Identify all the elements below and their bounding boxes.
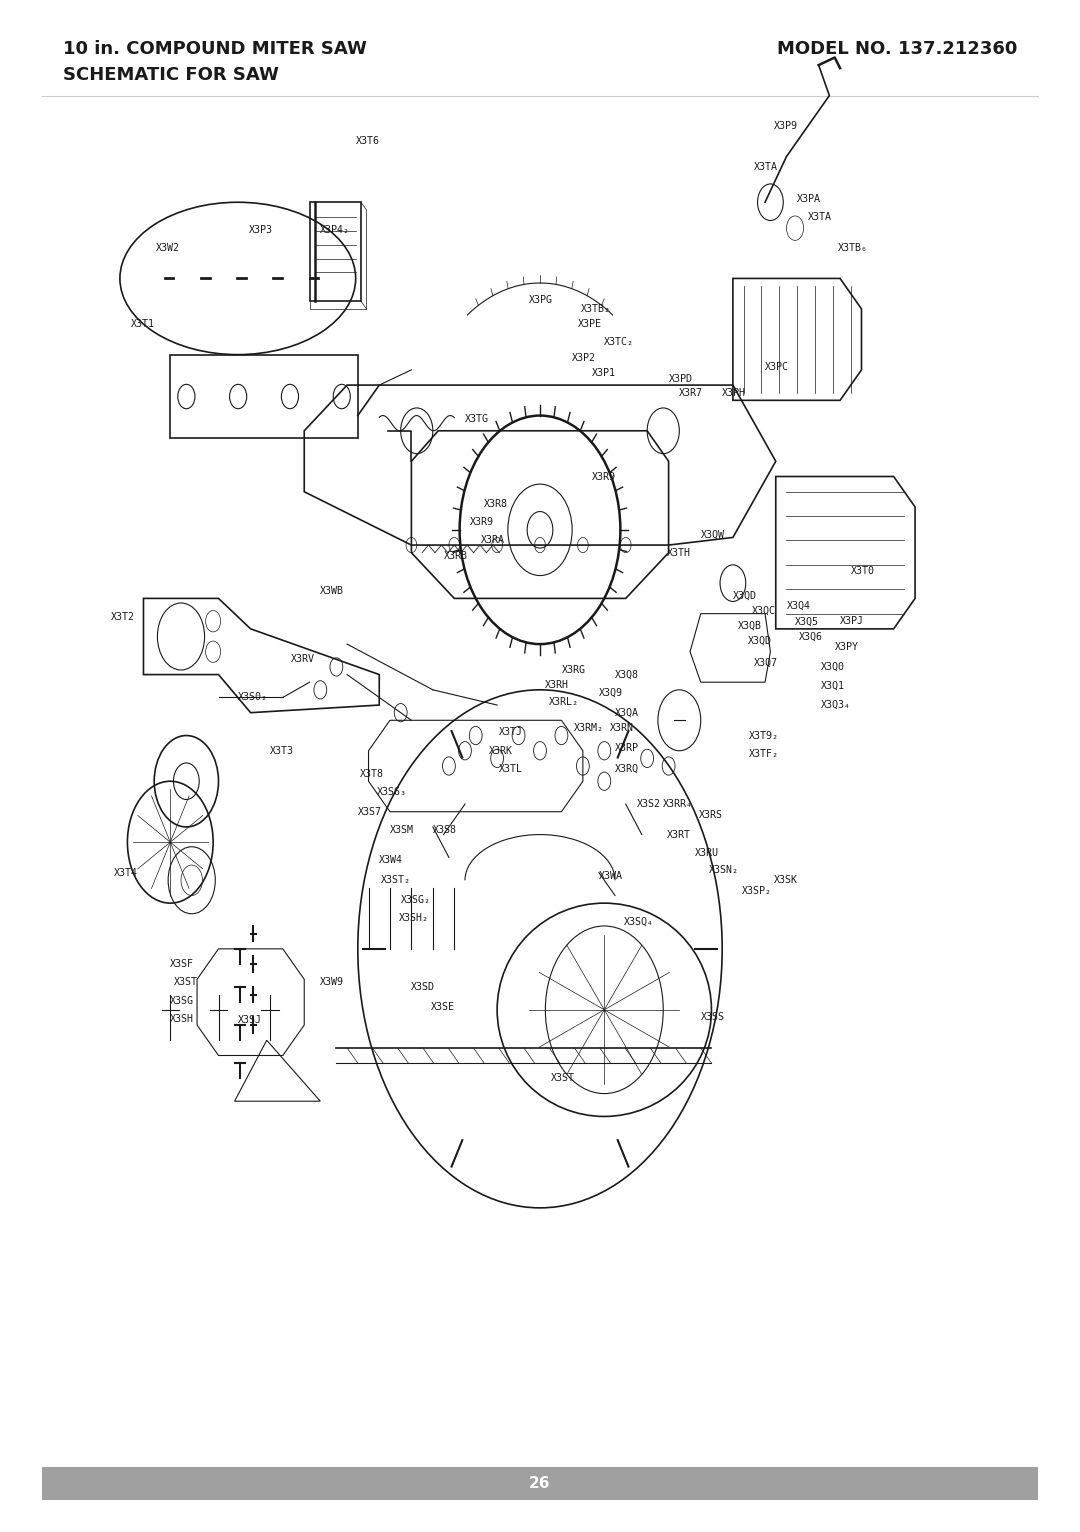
Text: X3SM: X3SM (390, 826, 414, 835)
Text: X3R8: X3R8 (484, 499, 509, 509)
Text: X3Q5: X3Q5 (795, 616, 819, 627)
Text: X3Q3₄: X3Q3₄ (821, 700, 851, 709)
Text: X3QD: X3QD (748, 636, 772, 647)
Text: X3TA: X3TA (808, 213, 832, 222)
Text: X3Q0: X3Q0 (821, 662, 845, 673)
Text: X3S6₃: X3S6₃ (377, 787, 407, 797)
Text: X3RT: X3RT (666, 829, 690, 840)
Text: X3Q7: X3Q7 (754, 657, 779, 668)
Text: X3T3: X3T3 (270, 746, 294, 755)
Text: X3T4: X3T4 (113, 867, 137, 878)
Text: X3Q8: X3Q8 (615, 669, 639, 680)
Text: X3S2: X3S2 (636, 800, 661, 809)
Text: X3QW: X3QW (701, 530, 725, 539)
Text: X3T9₂: X3T9₂ (748, 731, 779, 740)
Text: X3TJ: X3TJ (499, 728, 524, 737)
Text: X3P4₂: X3P4₂ (321, 225, 350, 234)
Text: X3S0₂: X3S0₂ (238, 692, 268, 703)
Text: X3SG: X3SG (171, 996, 194, 1005)
Text: X3T8: X3T8 (360, 769, 384, 778)
Text: X3RB: X3RB (444, 550, 468, 561)
Text: X3P9: X3P9 (773, 121, 798, 132)
Text: X3Q9: X3Q9 (599, 688, 623, 699)
Text: X3PD: X3PD (669, 374, 692, 385)
Text: X3QA: X3QA (615, 708, 639, 717)
Text: X3TL: X3TL (499, 764, 524, 774)
Text: X3SD: X3SD (411, 982, 435, 991)
Text: X3WB: X3WB (321, 585, 345, 596)
Text: X3TC₂: X3TC₂ (605, 337, 634, 348)
Text: MODEL NO. 137.212360: MODEL NO. 137.212360 (777, 40, 1017, 58)
Text: 10 in. COMPOUND MITER SAW: 10 in. COMPOUND MITER SAW (63, 40, 367, 58)
Text: X3WA: X3WA (599, 870, 623, 881)
Text: X3TF₂: X3TF₂ (748, 749, 779, 758)
Text: X3TB₆: X3TB₆ (838, 244, 868, 253)
Text: X3SG₂: X3SG₂ (401, 895, 431, 905)
Text: X3S7: X3S7 (357, 807, 382, 817)
Text: X3SQ₄: X3SQ₄ (623, 916, 653, 927)
Text: X3T0: X3T0 (851, 565, 875, 576)
Text: X3RA: X3RA (481, 536, 505, 545)
Text: X3RG: X3RG (562, 665, 585, 676)
Text: X3T1: X3T1 (131, 319, 154, 329)
Text: X3SS: X3SS (701, 1013, 725, 1022)
Text: X3T6: X3T6 (355, 136, 380, 146)
Text: X3TG: X3TG (465, 414, 489, 424)
Text: X3QD: X3QD (733, 590, 757, 601)
Text: X3RQ: X3RQ (615, 764, 639, 774)
Text: X3RL₂: X3RL₂ (549, 697, 579, 706)
Text: X3SH: X3SH (171, 1014, 194, 1023)
Text: X3SJ: X3SJ (238, 1016, 261, 1025)
Text: X3SN₂: X3SN₂ (710, 864, 740, 875)
Text: X3RR₄: X3RR₄ (663, 800, 693, 809)
Text: X3PY: X3PY (835, 642, 859, 653)
Text: X3R7: X3R7 (679, 388, 703, 398)
Text: X3P2: X3P2 (572, 352, 596, 363)
Text: X3SP₂: X3SP₂ (742, 885, 771, 896)
Text: X3TA: X3TA (754, 162, 779, 172)
Text: X3SE: X3SE (431, 1002, 455, 1011)
Text: X3PE: X3PE (578, 319, 602, 329)
Text: X3R9: X3R9 (471, 518, 495, 527)
Text: X3W4: X3W4 (379, 855, 403, 866)
Text: X3RV: X3RV (292, 654, 315, 665)
Text: X3PJ: X3PJ (840, 616, 864, 627)
Text: X3R9: X3R9 (592, 472, 616, 481)
Text: X3SH₂: X3SH₂ (399, 913, 429, 924)
Text: X3TB₂: X3TB₂ (581, 303, 610, 314)
Text: X3P3: X3P3 (248, 225, 272, 234)
Text: X3Q4: X3Q4 (786, 601, 810, 611)
Text: X3ST₂: X3ST₂ (381, 875, 411, 885)
Text: X3PC: X3PC (765, 362, 789, 372)
Text: X3T2: X3T2 (111, 611, 135, 622)
Text: X3RP: X3RP (615, 743, 639, 752)
Text: X3RU: X3RU (696, 847, 719, 858)
Text: X3RH: X3RH (545, 680, 569, 691)
Text: X3SK: X3SK (773, 875, 798, 885)
Text: X3PG: X3PG (529, 294, 553, 305)
Text: X3SF: X3SF (171, 959, 194, 970)
Text: X3S8: X3S8 (433, 826, 457, 835)
Text: X3PA: X3PA (797, 195, 821, 204)
Text: X3QB: X3QB (739, 620, 762, 631)
Text: X3W2: X3W2 (157, 244, 180, 253)
Text: X3P1: X3P1 (592, 368, 616, 378)
Text: X3ST: X3ST (174, 977, 198, 987)
Text: X3RN: X3RN (609, 723, 634, 732)
Text: 26: 26 (529, 1477, 551, 1491)
Text: X3ST: X3ST (551, 1074, 575, 1083)
FancyBboxPatch shape (42, 1466, 1038, 1500)
Text: X3RK: X3RK (488, 746, 513, 755)
Text: SCHEMATIC FOR SAW: SCHEMATIC FOR SAW (63, 66, 279, 84)
Text: X3PH: X3PH (723, 388, 746, 398)
Text: X3W9: X3W9 (321, 977, 345, 987)
Text: X3QC: X3QC (752, 605, 777, 616)
Text: X3TH: X3TH (666, 547, 690, 558)
Text: X3RM₂: X3RM₂ (575, 723, 605, 732)
Text: X3RS: X3RS (699, 810, 723, 820)
Text: X3Q1: X3Q1 (821, 680, 845, 691)
Text: X3Q6: X3Q6 (799, 631, 823, 642)
